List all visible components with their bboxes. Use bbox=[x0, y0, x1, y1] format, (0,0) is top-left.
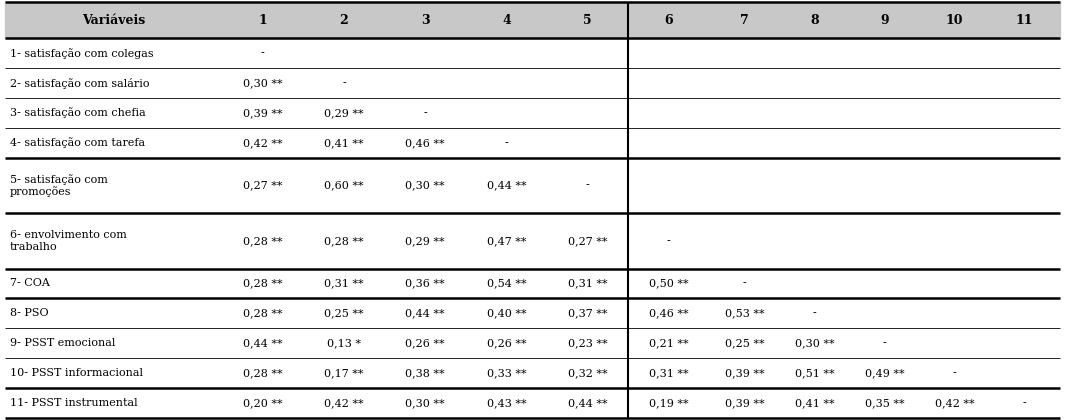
Text: 0,42 **: 0,42 ** bbox=[935, 398, 974, 408]
Text: 0,53 **: 0,53 ** bbox=[724, 308, 765, 318]
Text: 10: 10 bbox=[946, 14, 964, 26]
Text: -: - bbox=[1022, 398, 1027, 408]
Text: 0,33 **: 0,33 ** bbox=[487, 368, 526, 378]
Text: 0,28 **: 0,28 ** bbox=[243, 278, 282, 289]
Text: 0,39 **: 0,39 ** bbox=[724, 398, 765, 408]
Text: 0,30 **: 0,30 ** bbox=[406, 181, 445, 190]
Text: 0,28 **: 0,28 ** bbox=[243, 308, 282, 318]
Bar bbox=[5, 2, 1060, 38]
Text: 11: 11 bbox=[1016, 14, 1033, 26]
Text: 9- PSST emocional: 9- PSST emocional bbox=[10, 338, 115, 348]
Text: 0,28 **: 0,28 ** bbox=[243, 236, 282, 246]
Text: 0,39 **: 0,39 ** bbox=[724, 368, 765, 378]
Text: 6- envolvimento com
trabalho: 6- envolvimento com trabalho bbox=[10, 230, 127, 252]
Text: 7: 7 bbox=[740, 14, 749, 26]
Text: 0,46 **: 0,46 ** bbox=[406, 138, 445, 148]
Text: 1- satisfação com colegas: 1- satisfação com colegas bbox=[10, 48, 153, 59]
Text: -: - bbox=[505, 138, 508, 148]
Text: 6: 6 bbox=[665, 14, 673, 26]
Text: -: - bbox=[586, 181, 589, 190]
Text: 0,50 **: 0,50 ** bbox=[649, 278, 689, 289]
Text: 0,47 **: 0,47 ** bbox=[487, 236, 526, 246]
Text: 2: 2 bbox=[340, 14, 348, 26]
Text: 0,40 **: 0,40 ** bbox=[487, 308, 526, 318]
Text: 0,30 **: 0,30 ** bbox=[406, 398, 445, 408]
Text: 0,26 **: 0,26 ** bbox=[487, 338, 526, 348]
Text: 0,21 **: 0,21 ** bbox=[649, 338, 689, 348]
Text: -: - bbox=[883, 338, 886, 348]
Text: 0,20 **: 0,20 ** bbox=[243, 398, 282, 408]
Text: 0,46 **: 0,46 ** bbox=[649, 308, 689, 318]
Text: 0,13 *: 0,13 * bbox=[327, 338, 361, 348]
Text: 3- satisfação com chefia: 3- satisfação com chefia bbox=[10, 108, 145, 118]
Text: 0,29 **: 0,29 ** bbox=[406, 236, 445, 246]
Text: -: - bbox=[742, 278, 747, 289]
Text: 0,31 **: 0,31 ** bbox=[324, 278, 364, 289]
Text: 11- PSST instrumental: 11- PSST instrumental bbox=[10, 398, 137, 408]
Text: -: - bbox=[813, 308, 816, 318]
Text: 1: 1 bbox=[259, 14, 267, 26]
Text: 0,51 **: 0,51 ** bbox=[794, 368, 834, 378]
Text: 0,54 **: 0,54 ** bbox=[487, 278, 526, 289]
Text: 0,25 **: 0,25 ** bbox=[324, 308, 364, 318]
Text: 0,41 **: 0,41 ** bbox=[794, 398, 834, 408]
Text: 0,26 **: 0,26 ** bbox=[406, 338, 445, 348]
Text: -: - bbox=[423, 108, 427, 118]
Text: 0,19 **: 0,19 ** bbox=[649, 398, 689, 408]
Text: 0,30 **: 0,30 ** bbox=[243, 78, 282, 88]
Text: 0,29 **: 0,29 ** bbox=[324, 108, 364, 118]
Text: 0,17 **: 0,17 ** bbox=[324, 368, 364, 378]
Text: -: - bbox=[342, 78, 346, 88]
Text: 0,42 **: 0,42 ** bbox=[243, 138, 282, 148]
Text: -: - bbox=[953, 368, 956, 378]
Text: 5: 5 bbox=[584, 14, 592, 26]
Text: 0,35 **: 0,35 ** bbox=[865, 398, 904, 408]
Text: 0,28 **: 0,28 ** bbox=[243, 368, 282, 378]
Text: Variáveis: Variáveis bbox=[82, 14, 146, 26]
Text: 7- COA: 7- COA bbox=[10, 278, 49, 289]
Text: 0,36 **: 0,36 ** bbox=[406, 278, 445, 289]
Text: 5- satisfação com
promoções: 5- satisfação com promoções bbox=[10, 174, 108, 197]
Text: 0,27 **: 0,27 ** bbox=[568, 236, 607, 246]
Text: 0,30 **: 0,30 ** bbox=[794, 338, 834, 348]
Text: 10- PSST informacional: 10- PSST informacional bbox=[10, 368, 143, 378]
Text: 2- satisfação com salário: 2- satisfação com salário bbox=[10, 78, 149, 89]
Text: 8- PSO: 8- PSO bbox=[10, 308, 48, 318]
Text: -: - bbox=[261, 48, 265, 58]
Text: 0,28 **: 0,28 ** bbox=[324, 236, 364, 246]
Text: 0,49 **: 0,49 ** bbox=[865, 368, 904, 378]
Text: 0,37 **: 0,37 ** bbox=[568, 308, 607, 318]
Text: 0,31 **: 0,31 ** bbox=[568, 278, 607, 289]
Text: 0,44 **: 0,44 ** bbox=[243, 338, 282, 348]
Text: 0,27 **: 0,27 ** bbox=[243, 181, 282, 190]
Text: -: - bbox=[667, 236, 671, 246]
Text: 3: 3 bbox=[421, 14, 429, 26]
Text: 9: 9 bbox=[880, 14, 889, 26]
Text: 0,60 **: 0,60 ** bbox=[324, 181, 364, 190]
Text: 0,44 **: 0,44 ** bbox=[406, 308, 445, 318]
Text: 0,25 **: 0,25 ** bbox=[724, 338, 765, 348]
Text: 0,38 **: 0,38 ** bbox=[406, 368, 445, 378]
Text: 0,42 **: 0,42 ** bbox=[324, 398, 364, 408]
Text: 0,41 **: 0,41 ** bbox=[324, 138, 364, 148]
Text: 4- satisfação com tarefa: 4- satisfação com tarefa bbox=[10, 137, 145, 148]
Text: 4: 4 bbox=[502, 14, 511, 26]
Text: 0,23 **: 0,23 ** bbox=[568, 338, 607, 348]
Text: 8: 8 bbox=[810, 14, 819, 26]
Text: 0,44 **: 0,44 ** bbox=[568, 398, 607, 408]
Text: 0,44 **: 0,44 ** bbox=[487, 181, 526, 190]
Text: 0,39 **: 0,39 ** bbox=[243, 108, 282, 118]
Text: 0,31 **: 0,31 ** bbox=[649, 368, 689, 378]
Text: 0,43 **: 0,43 ** bbox=[487, 398, 526, 408]
Text: 0,32 **: 0,32 ** bbox=[568, 368, 607, 378]
